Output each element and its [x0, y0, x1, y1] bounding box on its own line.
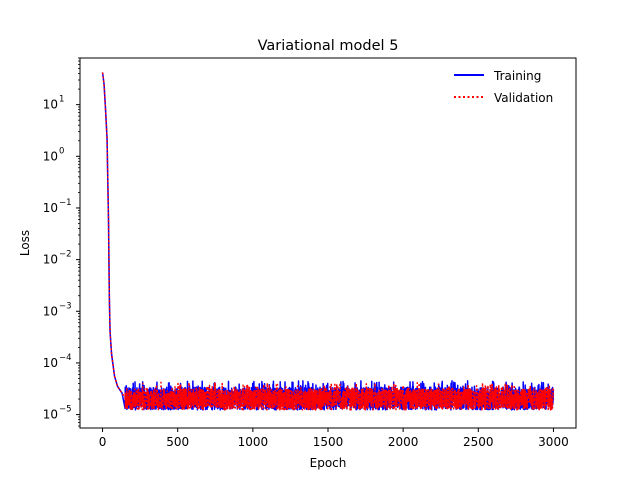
x-tick-label: 500 — [166, 435, 189, 449]
legend-label-training: Training — [493, 69, 541, 83]
y-tick-exponent: −5 — [59, 405, 72, 415]
y-tick-exponent: −1 — [59, 198, 72, 208]
y-tick-label: 10 — [43, 98, 58, 112]
y-tick-label: 10 — [43, 149, 58, 163]
y-tick-label: 10 — [43, 356, 58, 370]
legend: Training Validation — [454, 69, 553, 105]
y-tick-exponent: −3 — [59, 301, 72, 311]
x-axis: 0 500 1000 1500 2000 2500 3000 — [99, 428, 569, 449]
y-tick-exponent: −2 — [59, 250, 72, 260]
y-tick-label: 10 — [43, 253, 58, 267]
y-tick-label: 10 — [43, 408, 58, 422]
chart-title: Variational model 5 — [258, 38, 399, 54]
y-tick-exponent: 1 — [59, 95, 64, 105]
y-axis-label: Loss — [18, 230, 32, 256]
series-layer — [101, 72, 555, 411]
y-tick-label: 10 — [43, 304, 58, 318]
x-tick-label: 0 — [99, 435, 107, 449]
x-axis-label: Epoch — [310, 456, 347, 470]
x-tick-label: 2500 — [463, 435, 494, 449]
y-tick-exponent: 0 — [59, 146, 64, 156]
y-tick-label: 10 — [43, 201, 58, 215]
legend-label-validation: Validation — [494, 91, 553, 105]
x-tick-label: 2000 — [388, 435, 419, 449]
y-tick-exponent: −4 — [59, 353, 72, 363]
x-tick-label: 1000 — [238, 435, 269, 449]
x-tick-label: 1500 — [313, 435, 344, 449]
x-tick-label: 3000 — [538, 435, 569, 449]
series-line-validation — [101, 72, 555, 411]
